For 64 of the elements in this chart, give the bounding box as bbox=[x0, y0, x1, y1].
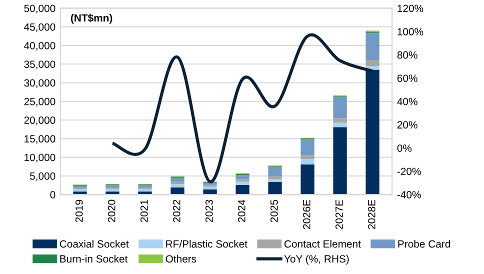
bar bbox=[236, 182, 250, 185]
x-tick-label: 2022 bbox=[172, 200, 180, 222]
bar bbox=[268, 176, 282, 180]
bar bbox=[170, 182, 184, 184]
bar bbox=[170, 184, 184, 188]
bar bbox=[366, 60, 380, 66]
bar bbox=[300, 159, 314, 164]
y-tick-label: 30,000 bbox=[24, 79, 56, 88]
y2-tick-label: 40% bbox=[397, 98, 418, 106]
bar bbox=[236, 184, 250, 195]
bar bbox=[300, 155, 314, 160]
x-tick-label: 2021 bbox=[140, 200, 148, 222]
legend-label: Probe Card bbox=[398, 240, 450, 248]
y2-tick-label: 60% bbox=[397, 74, 418, 82]
bar bbox=[106, 188, 120, 192]
bar bbox=[203, 186, 217, 190]
bar bbox=[366, 70, 380, 195]
y2-tick-label: 20% bbox=[397, 121, 418, 129]
annotation: (NT$mn) bbox=[70, 14, 112, 24]
y-tick-label: 10,000 bbox=[24, 154, 56, 162]
bar bbox=[268, 182, 282, 195]
y-tick-label: 20,000 bbox=[24, 116, 56, 126]
x-tick-label: 2025 bbox=[270, 200, 278, 222]
y2-tick-label: -20% bbox=[397, 168, 421, 176]
legend-label: Others bbox=[166, 254, 196, 263]
bar bbox=[333, 118, 347, 123]
legend-label: Burn-in Socket bbox=[60, 254, 128, 263]
legend-label: Contact Element bbox=[284, 240, 361, 248]
y2-tick-label: 120% bbox=[398, 4, 424, 12]
bar bbox=[268, 179, 282, 182]
y-tick-label: 45,000 bbox=[24, 23, 56, 32]
bar bbox=[268, 166, 282, 176]
x-tick-label: 2024 bbox=[238, 200, 246, 222]
x-tick-label: 2026E bbox=[302, 200, 310, 229]
bar bbox=[170, 187, 184, 195]
legend-label: YoY (%, RHS) bbox=[284, 254, 349, 265]
bar bbox=[300, 139, 314, 156]
y2-tick-label: 0% bbox=[397, 144, 412, 152]
legend-label: RF/Plastic Socket bbox=[166, 240, 248, 248]
bar bbox=[138, 188, 152, 192]
bar bbox=[170, 178, 184, 182]
x-tick-label: 2019 bbox=[75, 200, 83, 222]
y-tick-label: 0 bbox=[50, 191, 56, 198]
y-tick-label: 15,000 bbox=[24, 135, 56, 144]
y-tick-label: 35,000 bbox=[24, 60, 56, 70]
y-tick-label: 50,000 bbox=[24, 4, 56, 14]
y-tick-label: 40,000 bbox=[24, 42, 56, 51]
x-tick-label: 2020 bbox=[108, 200, 116, 222]
y2-tick-label: 80% bbox=[397, 51, 418, 59]
y-tick-label: 5,000 bbox=[30, 172, 56, 182]
y2-tick-label: 100% bbox=[398, 28, 424, 36]
bar bbox=[333, 96, 347, 118]
x-tick-label: 2023 bbox=[205, 200, 213, 222]
legend-label: Coaxial Socket bbox=[60, 240, 129, 248]
bar bbox=[300, 164, 314, 195]
y-tick-label: 25,000 bbox=[24, 98, 56, 106]
bar bbox=[366, 33, 380, 60]
x-tick-label: 2027E bbox=[335, 200, 343, 229]
bar bbox=[236, 175, 250, 180]
bar bbox=[333, 127, 347, 195]
bar bbox=[333, 122, 347, 128]
x-tick-label: 2028E bbox=[368, 200, 376, 229]
bar bbox=[73, 188, 87, 192]
y2-tick-label: -40% bbox=[397, 191, 421, 198]
